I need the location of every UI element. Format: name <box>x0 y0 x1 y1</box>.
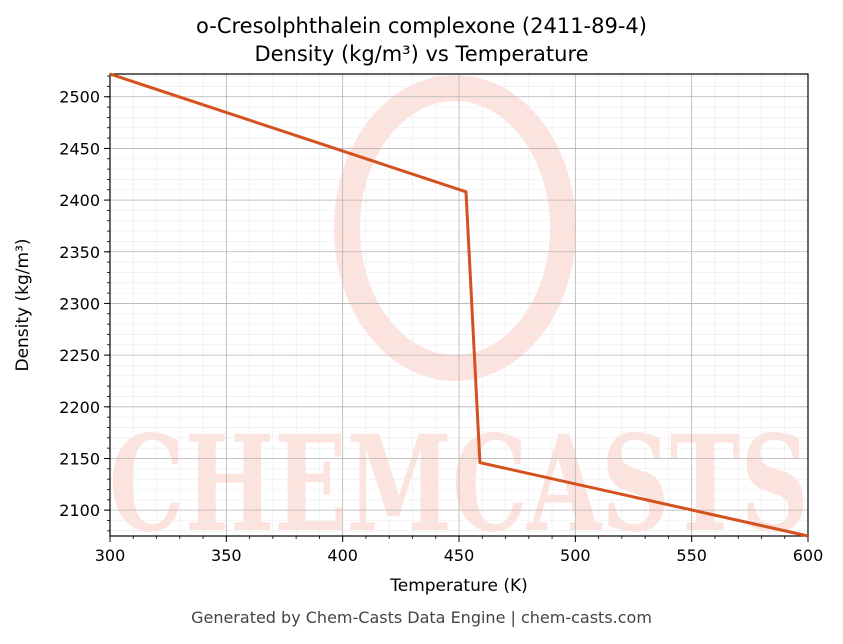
x-tick-label: 350 <box>211 546 242 565</box>
y-tick-label: 2150 <box>59 449 100 468</box>
density-series-line <box>109 72 809 538</box>
series-layer <box>109 72 809 538</box>
x-tick-label: 500 <box>560 546 591 565</box>
x-tick-label: 400 <box>327 546 358 565</box>
y-tick-label: 2350 <box>59 243 100 262</box>
y-tick-label: 2500 <box>59 88 100 107</box>
y-tick-label: 2450 <box>59 139 100 158</box>
major-grid <box>109 74 809 536</box>
axis-ticks: 300 350 400 450 500 550 600 2100 2150 2200 2250 230… <box>59 75 824 565</box>
y-tick-label: 2400 <box>59 191 100 210</box>
footer-credit: Generated by Chem-Casts Data Engine | ch… <box>191 608 652 627</box>
x-tick-label: 550 <box>676 546 707 565</box>
x-tick-label: 600 <box>793 546 824 565</box>
y-axis-label: Density (kg/m³) <box>13 238 33 372</box>
watermark-swirl <box>334 75 576 381</box>
x-tick-label: 450 <box>444 546 475 565</box>
y-tick-label: 2200 <box>59 398 100 417</box>
x-axis-label: Temperature (K) <box>390 576 528 596</box>
chart-title: o-Cresolphthalein complexone (2411-89-4) <box>196 14 647 38</box>
x-tick-label: 300 <box>95 546 126 565</box>
y-tick-label: 2100 <box>59 501 100 520</box>
y-tick-label: 2250 <box>59 346 100 365</box>
y-tick-label: 2300 <box>59 294 100 313</box>
chart-subtitle: Density (kg/m³) vs Temperature <box>254 42 589 66</box>
